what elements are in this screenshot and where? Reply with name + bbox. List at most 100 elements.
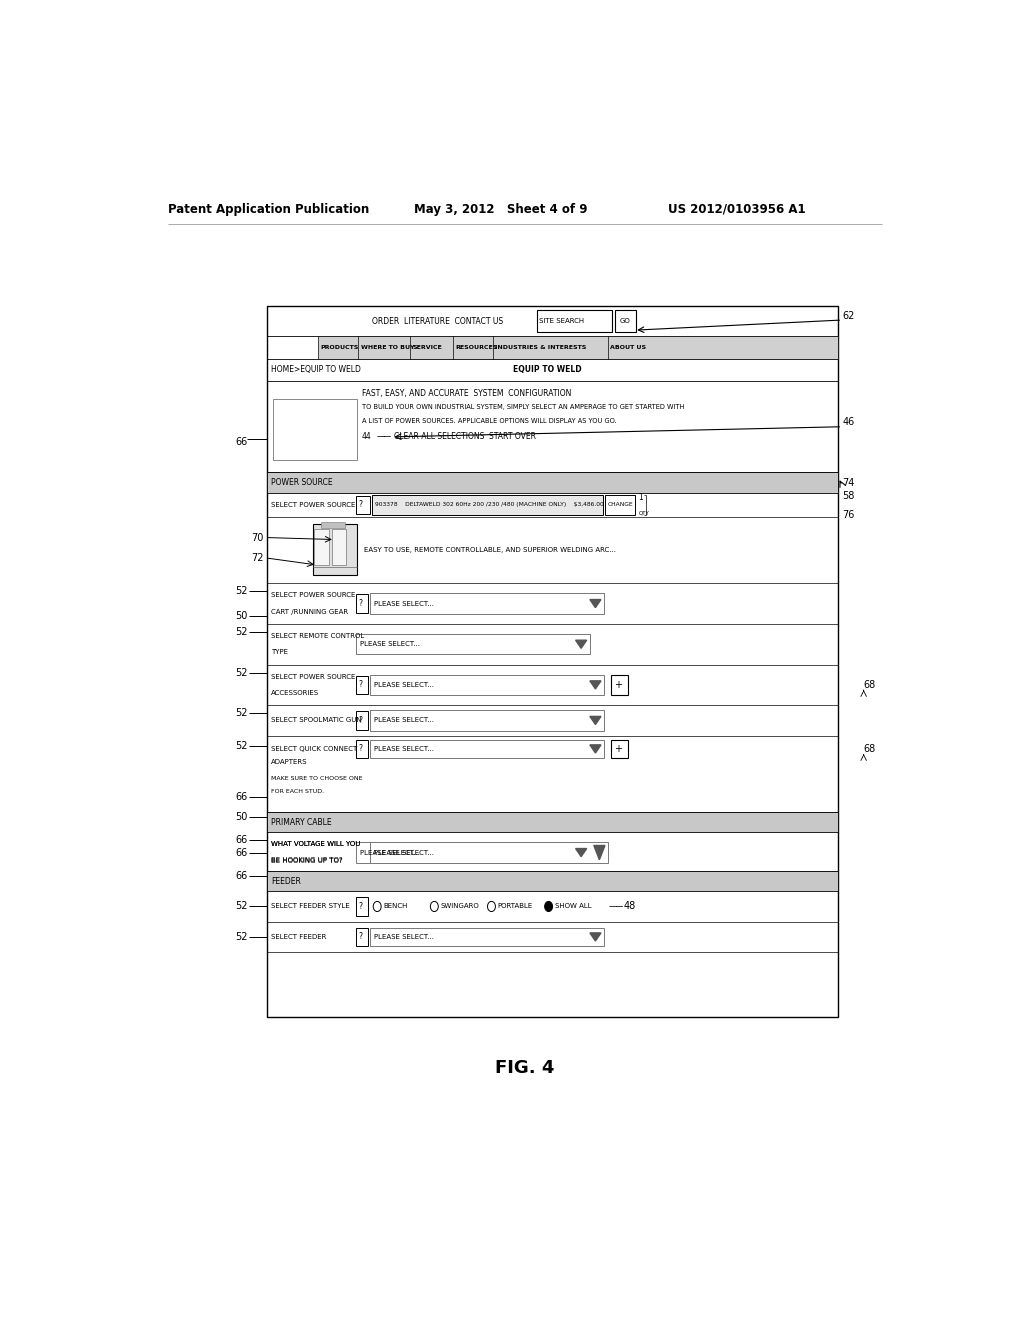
Text: EASY TO USE, REMOTE CONTROLLABLE, AND SUPERIOR WELDING ARC...: EASY TO USE, REMOTE CONTROLLABLE, AND SU… <box>365 548 616 553</box>
Text: ADAPTERS: ADAPTERS <box>270 759 307 766</box>
Text: CHANGE: CHANGE <box>607 503 633 507</box>
Bar <box>355 711 369 730</box>
Bar <box>370 739 604 758</box>
Text: PRIMARY CABLE: PRIMARY CABLE <box>270 817 332 826</box>
Bar <box>314 529 329 565</box>
Text: ?: ? <box>358 902 362 911</box>
Polygon shape <box>575 849 587 857</box>
Polygon shape <box>590 717 601 725</box>
Text: SERVICE: SERVICE <box>412 345 442 350</box>
Bar <box>370 928 604 946</box>
Text: WHAT VOLTAGE WILL YOU: WHAT VOLTAGE WILL YOU <box>270 841 360 847</box>
Bar <box>370 675 604 696</box>
Text: ?: ? <box>358 932 362 941</box>
Text: ACCESSORIES: ACCESSORIES <box>270 690 318 696</box>
Text: SELECT REMOTE CONTROL: SELECT REMOTE CONTROL <box>270 634 365 639</box>
Bar <box>615 310 636 333</box>
Text: US 2012/0103956 A1: US 2012/0103956 A1 <box>668 203 805 215</box>
Bar <box>610 675 628 696</box>
Polygon shape <box>590 744 601 752</box>
Polygon shape <box>575 640 587 648</box>
Text: ?: ? <box>358 599 362 609</box>
Text: 48: 48 <box>624 902 636 912</box>
Text: TYPE: TYPE <box>270 649 288 655</box>
Text: +: + <box>614 744 623 754</box>
Polygon shape <box>594 846 605 859</box>
Text: GO: GO <box>620 318 630 323</box>
Text: EQUIP TO WELD: EQUIP TO WELD <box>513 366 582 375</box>
Text: PLEASE SELECT...: PLEASE SELECT... <box>374 718 434 723</box>
Text: SELECT QUICK CONNECT: SELECT QUICK CONNECT <box>270 746 357 752</box>
Text: 68: 68 <box>863 744 876 754</box>
Text: PLEASE SELECT...: PLEASE SELECT... <box>374 746 434 752</box>
Bar <box>267 473 839 492</box>
Text: SELECT POWER SOURCE: SELECT POWER SOURCE <box>270 673 355 680</box>
Text: PLEASE SELECT...: PLEASE SELECT... <box>359 642 420 647</box>
Bar <box>605 495 635 515</box>
Bar <box>267 306 839 1018</box>
Polygon shape <box>590 599 601 607</box>
Text: 62: 62 <box>842 312 855 321</box>
Text: PLEASE SELECT...: PLEASE SELECT... <box>374 935 434 940</box>
Bar <box>355 739 369 758</box>
Text: PORTABLE: PORTABLE <box>498 903 534 909</box>
Text: 46: 46 <box>842 417 854 426</box>
Bar <box>370 594 604 614</box>
Text: SELECT FEEDER: SELECT FEEDER <box>270 935 327 940</box>
Text: ?: ? <box>358 715 362 725</box>
Bar <box>370 710 604 731</box>
Text: QTY: QTY <box>638 511 649 516</box>
Text: ?: ? <box>358 744 362 754</box>
Text: SELECT FEEDER STYLE: SELECT FEEDER STYLE <box>270 903 349 909</box>
Bar <box>267 812 839 833</box>
Text: 52: 52 <box>236 668 248 677</box>
Bar <box>355 842 590 863</box>
Text: 52: 52 <box>236 627 248 638</box>
Bar <box>321 523 345 528</box>
Text: 66: 66 <box>236 792 248 801</box>
Bar <box>318 337 839 359</box>
Text: ORDER  LITERATURE  CONTACT US: ORDER LITERATURE CONTACT US <box>372 317 503 326</box>
Text: SELECT POWER SOURCE: SELECT POWER SOURCE <box>270 502 355 508</box>
Text: 50: 50 <box>236 812 248 822</box>
Bar <box>355 594 369 612</box>
Text: 66: 66 <box>236 871 248 880</box>
Bar <box>355 898 369 916</box>
Text: CART /RUNNING GEAR: CART /RUNNING GEAR <box>270 609 348 615</box>
Text: BE HOOKING UP TO?: BE HOOKING UP TO? <box>270 857 342 863</box>
Polygon shape <box>590 681 601 689</box>
Text: PLEASE SELECT...: PLEASE SELECT... <box>374 850 434 855</box>
Text: A LIST OF POWER SOURCES. APPLICABLE OPTIONS WILL DISPLAY AS YOU GO.: A LIST OF POWER SOURCES. APPLICABLE OPTI… <box>362 417 616 424</box>
Text: 52: 52 <box>236 932 248 942</box>
Circle shape <box>545 902 553 912</box>
Bar <box>313 524 356 576</box>
Text: START OVER: START OVER <box>489 433 537 441</box>
Text: 76: 76 <box>842 510 855 520</box>
Text: 52: 52 <box>236 586 248 597</box>
Bar <box>373 495 602 515</box>
Text: ABOUT US: ABOUT US <box>609 345 646 350</box>
Text: 52: 52 <box>236 741 248 751</box>
Bar <box>355 496 370 515</box>
Text: FAST, EASY, AND ACCURATE  SYSTEM  CONFIGURATION: FAST, EASY, AND ACCURATE SYSTEM CONFIGUR… <box>362 388 571 397</box>
Text: PRODUCTS: PRODUCTS <box>321 345 359 350</box>
Text: WHAT VOLTAGE WILL YOU: WHAT VOLTAGE WILL YOU <box>270 841 360 847</box>
Text: 52: 52 <box>236 709 248 718</box>
Bar <box>355 928 369 946</box>
Text: CLEAR ALL SELECTIONS: CLEAR ALL SELECTIONS <box>394 433 484 441</box>
Text: POWER SOURCE: POWER SOURCE <box>270 478 333 487</box>
Text: ——: —— <box>608 902 624 911</box>
Text: BE HOOKING UP TO?: BE HOOKING UP TO? <box>270 858 342 863</box>
Text: ?: ? <box>358 500 362 510</box>
Text: 68: 68 <box>863 680 876 690</box>
Text: PLEASE SELECT...: PLEASE SELECT... <box>359 850 420 855</box>
Text: FEEDER: FEEDER <box>270 876 301 886</box>
Bar <box>332 529 346 565</box>
Text: PLEASE SELECT...: PLEASE SELECT... <box>374 682 434 688</box>
Text: May 3, 2012   Sheet 4 of 9: May 3, 2012 Sheet 4 of 9 <box>414 203 587 215</box>
Text: FIG. 4: FIG. 4 <box>496 1059 554 1077</box>
Text: TO BUILD YOUR OWN INDUSTRIAL SYSTEM, SIMPLY SELECT AN AMPERAGE TO GET STARTED WI: TO BUILD YOUR OWN INDUSTRIAL SYSTEM, SIM… <box>362 404 684 411</box>
Text: 1: 1 <box>638 494 643 503</box>
Text: 52: 52 <box>236 902 248 912</box>
Text: 72: 72 <box>251 553 263 562</box>
